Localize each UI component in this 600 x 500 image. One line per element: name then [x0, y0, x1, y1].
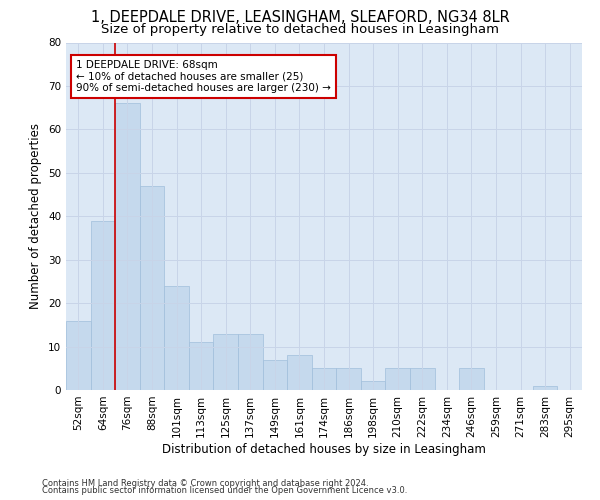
- Text: 1 DEEPDALE DRIVE: 68sqm
← 10% of detached houses are smaller (25)
90% of semi-de: 1 DEEPDALE DRIVE: 68sqm ← 10% of detache…: [76, 60, 331, 93]
- Text: 1, DEEPDALE DRIVE, LEASINGHAM, SLEAFORD, NG34 8LR: 1, DEEPDALE DRIVE, LEASINGHAM, SLEAFORD,…: [91, 10, 509, 25]
- Text: Contains HM Land Registry data © Crown copyright and database right 2024.: Contains HM Land Registry data © Crown c…: [42, 478, 368, 488]
- Bar: [312, 368, 336, 390]
- Bar: [214, 334, 238, 390]
- Y-axis label: Number of detached properties: Number of detached properties: [29, 123, 43, 309]
- Bar: [336, 368, 361, 390]
- Text: Size of property relative to detached houses in Leasingham: Size of property relative to detached ho…: [101, 22, 499, 36]
- Bar: [115, 104, 140, 390]
- Bar: [66, 320, 91, 390]
- Bar: [91, 220, 115, 390]
- X-axis label: Distribution of detached houses by size in Leasingham: Distribution of detached houses by size …: [162, 442, 486, 456]
- Bar: [189, 342, 214, 390]
- Bar: [263, 360, 287, 390]
- Bar: [533, 386, 557, 390]
- Bar: [459, 368, 484, 390]
- Bar: [361, 382, 385, 390]
- Bar: [385, 368, 410, 390]
- Text: Contains public sector information licensed under the Open Government Licence v3: Contains public sector information licen…: [42, 486, 407, 495]
- Bar: [410, 368, 434, 390]
- Bar: [140, 186, 164, 390]
- Bar: [238, 334, 263, 390]
- Bar: [164, 286, 189, 390]
- Bar: [287, 355, 312, 390]
